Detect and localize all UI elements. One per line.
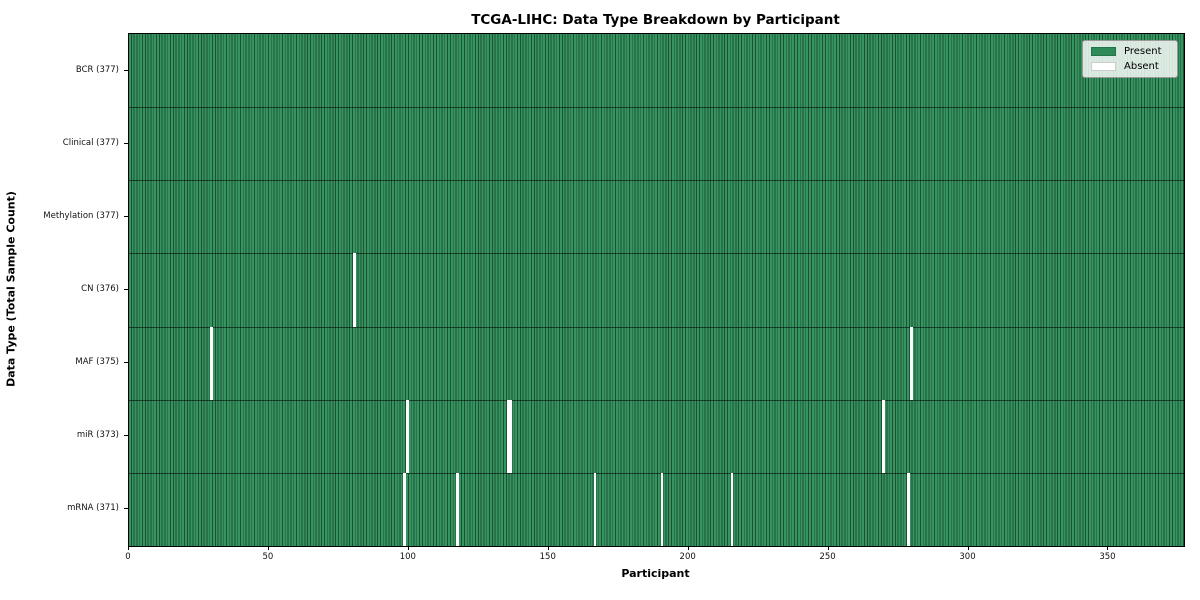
row-separator xyxy=(129,399,1184,401)
y-tick-label-miR: miR (373) xyxy=(76,430,119,441)
row-separator xyxy=(129,253,1184,255)
x-tick xyxy=(267,546,269,550)
absent-cell-miR-99 xyxy=(406,399,409,473)
y-axis-label: Data Type (Total Sample Count) xyxy=(4,191,18,387)
absent-cell-mRNA-190 xyxy=(660,472,664,546)
row-separator xyxy=(129,326,1184,328)
plot-area xyxy=(128,33,1185,547)
absent-cell-mRNA-278 xyxy=(906,472,910,546)
y-tick-label-Clinical: Clinical (377) xyxy=(62,137,119,148)
row-separator xyxy=(129,472,1184,474)
x-tick-label: 50 xyxy=(262,552,274,562)
y-tick xyxy=(124,508,128,510)
y-axis-ticks: BCR (377) Clinical (377) Methylation (377)… xyxy=(0,33,128,545)
y-tick xyxy=(124,69,128,71)
x-tick-label: 200 xyxy=(679,552,696,562)
x-tick-label: 250 xyxy=(819,552,836,562)
y-tick xyxy=(124,142,128,144)
absent-cell-mRNA-166 xyxy=(593,472,597,546)
x-axis-label: Participant xyxy=(621,567,690,580)
x-tick xyxy=(967,546,969,550)
y-tick-label-CN: CN (376) xyxy=(81,284,119,294)
y-tick xyxy=(124,362,128,364)
absent-cell-CN-80 xyxy=(352,253,356,327)
absent-cell-mRNA-117 xyxy=(456,472,460,546)
y-tick xyxy=(124,435,128,437)
absent-cell-mRNA-98 xyxy=(403,472,407,546)
y-tick xyxy=(124,289,128,290)
legend-swatch-present xyxy=(1091,46,1116,57)
chart-title: TCGA-LIHC: Data Type Breakdown by Partic… xyxy=(471,12,840,28)
absent-cell-miR-269 xyxy=(881,399,885,473)
absent-cell-miR-136 xyxy=(509,399,513,473)
absent-cell-miR-135 xyxy=(506,399,510,473)
x-tick xyxy=(547,546,549,550)
absent-cell-MAF-279 xyxy=(909,326,913,400)
x-tick xyxy=(827,546,829,550)
x-axis-ticks: 0 50 100 150 200 250 300 350 xyxy=(125,546,1183,572)
absent-cell-mRNA-215 xyxy=(730,472,734,546)
legend: Present Absent xyxy=(1082,40,1178,78)
x-tick-label: 100 xyxy=(399,552,416,562)
y-tick-label-Methylation: Methylation (377) xyxy=(43,210,119,221)
legend-label: Absent xyxy=(1124,61,1159,72)
legend-swatch-absent xyxy=(1091,61,1116,72)
y-tick-label-BCR: BCR (377) xyxy=(75,64,119,75)
legend-item-present: Present xyxy=(1091,46,1169,57)
row-separator xyxy=(129,107,1184,109)
x-tick-label: 0 xyxy=(125,552,131,562)
y-tick-label-mRNA: mRNA (371) xyxy=(67,503,119,514)
x-tick-label: 300 xyxy=(959,552,976,562)
row-separator xyxy=(129,180,1184,182)
absent-cell-MAF-29 xyxy=(210,326,213,400)
x-tick xyxy=(1107,546,1109,550)
y-tick-label-MAF: MAF (375) xyxy=(75,357,119,368)
y-tick xyxy=(124,215,128,217)
x-tick-label: 350 xyxy=(1099,552,1116,562)
x-tick-label: 150 xyxy=(539,552,556,562)
x-tick xyxy=(687,546,689,550)
x-tick xyxy=(407,546,409,550)
legend-label: Present xyxy=(1124,46,1162,57)
x-tick xyxy=(128,546,129,550)
legend-item-absent: Absent xyxy=(1091,61,1169,72)
